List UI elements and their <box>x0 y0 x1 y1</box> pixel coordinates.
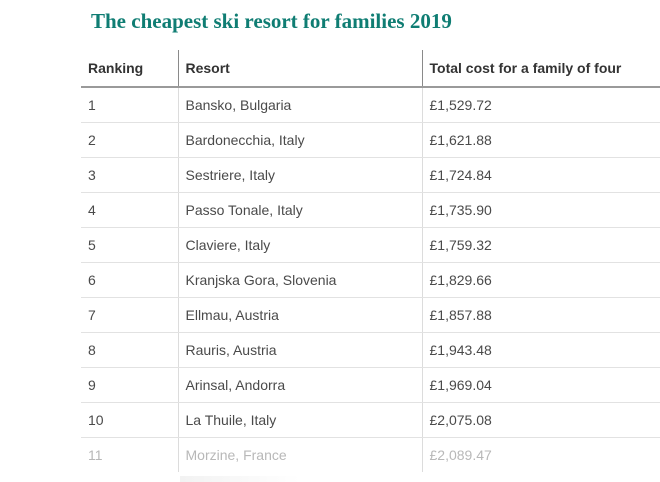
cost-cell: £1,857.88 <box>421 297 660 333</box>
resort-cell: Sestriere, Italy <box>177 157 422 193</box>
header-row: Ranking Resort Total cost for a family o… <box>81 50 660 88</box>
cost-cell: £1,829.66 <box>421 262 660 298</box>
ranking-table: Ranking Resort Total cost for a family o… <box>81 50 660 472</box>
rank-cell: 10 <box>81 402 178 438</box>
resort-cell: Arinsal, Andorra <box>177 367 422 403</box>
page-title: The cheapest ski resort for families 201… <box>91 9 452 33</box>
header-ranking: Ranking <box>81 50 178 88</box>
table-row: 2 Bardonecchia, Italy £1,621.88 <box>81 122 660 158</box>
resort-cell: La Thuile, Italy <box>177 402 422 438</box>
header-resort: Resort <box>177 50 422 88</box>
resort-cell: Claviere, Italy <box>177 227 422 263</box>
resort-cell: Morzine, France <box>177 437 422 472</box>
table-row: 10 La Thuile, Italy £2,075.08 <box>81 402 660 438</box>
table-row: 5 Claviere, Italy £1,759.32 <box>81 227 660 263</box>
rank-cell: 4 <box>81 192 178 228</box>
cost-cell: £2,089.47 <box>421 437 660 472</box>
fade-out-overlay <box>180 476 300 482</box>
table-row: 7 Ellmau, Austria £1,857.88 <box>81 297 660 333</box>
table-row: 1 Bansko, Bulgaria £1,529.72 <box>81 87 660 123</box>
cost-cell: £1,621.88 <box>421 122 660 158</box>
ranking-table-container: Ranking Resort Total cost for a family o… <box>81 50 660 472</box>
rank-cell: 3 <box>81 157 178 193</box>
header-cost: Total cost for a family of four <box>421 50 660 88</box>
rank-cell: 7 <box>81 297 178 333</box>
rank-cell: 5 <box>81 227 178 263</box>
rank-cell: 6 <box>81 262 178 298</box>
resort-cell: Rauris, Austria <box>177 332 422 368</box>
rank-cell: 11 <box>88 447 103 463</box>
resort-cell: Bansko, Bulgaria <box>177 87 422 123</box>
table-row: 3 Sestriere, Italy £1,724.84 <box>81 157 660 193</box>
resort-cell: Passo Tonale, Italy <box>177 192 422 228</box>
table-row: 6 Kranjska Gora, Slovenia £1,829.66 <box>81 262 660 298</box>
cost-cell: £1,969.04 <box>421 367 660 403</box>
rank-cell: 8 <box>81 332 178 368</box>
cost-cell: £1,759.32 <box>421 227 660 263</box>
resort-cell: Ellmau, Austria <box>177 297 422 333</box>
cost-cell: £1,529.72 <box>421 87 660 123</box>
cost-cell: £1,943.48 <box>421 332 660 368</box>
rank-cell: 9 <box>81 367 178 403</box>
rank-cell: 2 <box>81 122 178 158</box>
table-row: 8 Rauris, Austria £1,943.48 <box>81 332 660 368</box>
table-body: 1 Bansko, Bulgaria £1,529.72 2 Bardonecc… <box>81 87 660 472</box>
resort-cell: Bardonecchia, Italy <box>177 122 422 158</box>
cost-cell: £2,075.08 <box>421 402 660 438</box>
table-row: 11 Morzine, France £2,089.47 <box>81 437 660 472</box>
table-row: 4 Passo Tonale, Italy £1,735.90 <box>81 192 660 228</box>
cost-cell: £1,724.84 <box>421 157 660 193</box>
rank-cell: 1 <box>81 87 178 123</box>
table-header: Ranking Resort Total cost for a family o… <box>81 50 660 88</box>
cost-cell: £1,735.90 <box>421 192 660 228</box>
resort-cell: Kranjska Gora, Slovenia <box>177 262 422 298</box>
table-row: 9 Arinsal, Andorra £1,969.04 <box>81 367 660 403</box>
